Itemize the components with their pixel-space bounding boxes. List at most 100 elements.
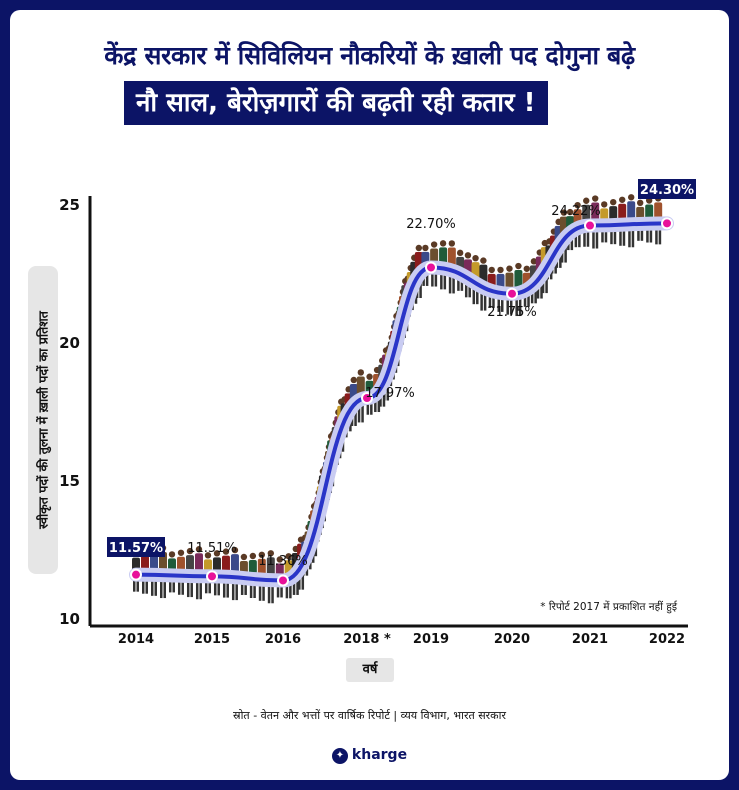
person-leg [658,225,662,245]
subheadline: नौ साल, बेरोज़गारों की बढ़ती रही कतार ! [124,81,548,125]
person-leg [628,226,631,248]
y-tick-label: 20 [59,334,80,352]
person-leg [301,568,305,590]
person-leg [240,579,244,595]
chart-axes: 10 15 20 25 2014 2015 2016 2018 * 2019 2020 2021 20… [59,196,688,647]
person-leg [583,227,586,247]
data-point [586,221,594,230]
x-tick-label: 2021 [572,632,608,647]
person-leg [574,230,578,248]
footnote: * रिपोर्ट 2017 में प्रकाशित नहीं हुई [540,600,678,614]
person-leg [213,578,217,596]
person-leg [249,580,253,599]
person-head [619,196,626,203]
person-head [480,257,487,264]
crowd-guide [136,223,667,580]
person-leg [646,225,649,243]
data-point [363,394,371,403]
person-leg [501,294,504,312]
x-tick-label: 2016 [265,632,301,647]
person-leg [226,578,229,598]
person-head [448,240,456,247]
person-leg [258,581,262,601]
person-leg [141,576,145,594]
person-leg [592,227,595,249]
person-leg [509,295,513,315]
person-leg [610,227,613,245]
person-head [366,373,373,380]
person-leg [136,576,139,592]
person-head [439,240,447,247]
person-leg [163,577,166,599]
person-leg [280,582,283,598]
person-head [222,548,230,555]
person-head [204,552,212,559]
person-leg [172,577,175,593]
x-tick-label: 2015 [194,632,230,647]
x-axis-label: वर्ष [346,658,394,682]
person-head [488,266,495,274]
person-head [456,249,464,257]
person-head [506,265,513,272]
person-leg [564,241,567,263]
person-head [464,252,472,259]
person-head [566,208,574,216]
person-leg [595,227,599,249]
person-leg [540,279,543,299]
data-label-highlight [107,537,165,557]
data-point [508,289,516,298]
person-head [415,244,423,252]
person-leg [361,401,364,423]
person-leg [253,580,256,599]
person-leg [448,272,452,294]
person-head [530,258,538,265]
person-leg [208,578,211,594]
data-label: 11.51% [187,541,237,556]
person-figure [471,254,480,305]
person-leg [133,576,136,592]
person-leg [506,295,509,315]
person-leg [443,270,447,290]
twitter-bird-icon: ✦ [331,748,348,764]
chart-labels: 11.57% 11.51% 11.36% 17.97% 22.70% 21.75% 24.2… [107,179,696,569]
person-leg [570,234,574,251]
person-leg [231,579,235,601]
person-leg [476,285,479,305]
person-leg [637,225,640,241]
person-leg [527,291,530,307]
person-leg [177,577,181,595]
person-leg [244,579,247,595]
person-leg [271,582,274,604]
person-leg [222,578,226,598]
series-line-front [134,221,669,582]
person-head [636,199,644,207]
chart-series [129,216,674,588]
person-head [627,194,635,201]
person-leg [366,399,370,415]
person-head [497,266,504,274]
brand-handle-text: kharge [351,747,408,763]
person-leg [267,582,271,604]
person-leg [425,270,429,286]
person-leg [374,394,377,413]
person-leg [523,291,527,307]
person-head [240,553,248,561]
person-leg [370,399,373,415]
source-note: स्रोत - वेतन और भत्तों पर वार्षिक रिपोर्… [233,709,506,722]
person-head [515,262,522,270]
person-head [249,552,257,560]
person-head [195,546,203,553]
person-leg [483,289,487,311]
line-chart: 10 15 20 25 2014 2015 2016 2018 * 2019 2020 2021 20… [59,179,696,647]
person-leg [145,576,148,594]
person-leg [434,269,438,287]
data-point [663,219,671,228]
person-leg [204,578,208,594]
person-leg [431,269,434,287]
person-leg [488,292,492,308]
infographic-card: केंद्र सरकार में सिविलियन नौकरियों के ख़… [10,10,729,780]
series-line-glow [129,216,674,588]
person-leg [354,407,357,426]
x-tick-label: 2018 * [343,632,391,647]
x-tick-label: 2014 [118,632,154,647]
